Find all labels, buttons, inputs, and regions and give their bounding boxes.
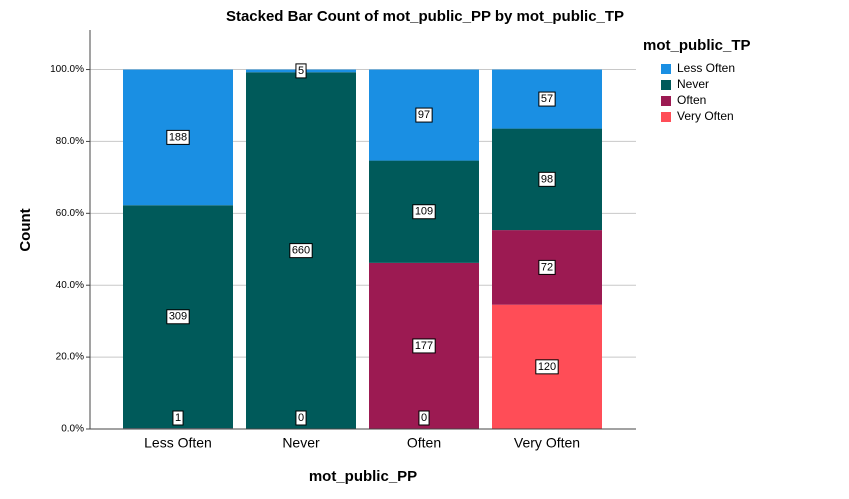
data-label: 0 [418,410,430,426]
data-label-text: 57 [541,93,553,105]
data-label-box [295,410,307,426]
chart-title: Stacked Bar Count of mot_public_PP by mo… [226,8,624,25]
data-label: 120 [535,359,559,375]
legend-swatch [661,64,671,74]
data-label-box [412,338,436,354]
legend-swatch [661,96,671,106]
data-label-text: 98 [541,173,553,185]
data-label-box [166,309,190,325]
data-label-text: 5 [298,65,304,77]
data-label-box [412,204,436,220]
data-label-box [538,171,556,187]
data-label-box [538,91,556,107]
data-label-box [289,243,313,259]
data-label: 1 [172,410,184,426]
data-label: 72 [538,259,556,275]
legend-swatch [661,80,671,90]
y-axis-label: Count [17,208,34,251]
data-label: 5 [295,63,307,79]
legend-label: Less Often [677,61,735,75]
data-label: 309 [166,309,190,325]
x-axis-label: mot_public_PP [309,468,417,485]
data-label-box [418,410,430,426]
data-label: 188 [166,129,190,145]
data-label-text: 309 [169,311,187,323]
x-tick-label: Very Often [514,435,580,451]
data-label: 98 [538,171,556,187]
y-tick-label: 80.0% [56,136,84,147]
y-tick-label: 0.0% [61,424,84,435]
data-label: 177 [412,338,436,354]
data-label-box [172,410,184,426]
data-label-box [538,259,556,275]
legend-label: Very Often [677,109,734,123]
y-tick-label: 60.0% [56,208,84,219]
data-label-box [166,129,190,145]
legend-label: Often [677,93,706,107]
y-tick-label: 20.0% [56,352,84,363]
data-label-text: 120 [538,361,556,373]
data-label: 57 [538,91,556,107]
x-tick-label: Less Often [144,435,212,451]
data-label: 0 [295,410,307,426]
data-label-text: 660 [292,245,310,257]
data-label-text: 97 [418,109,430,121]
data-label-text: 188 [169,131,187,143]
legend-label: Never [677,77,709,91]
data-label-box [415,107,433,123]
y-tick-label: 40.0% [56,280,84,291]
data-label-text: 72 [541,261,553,273]
legend-title: mot_public_TP [643,37,751,54]
data-label-text: 177 [415,340,433,352]
x-tick-label: Often [407,435,441,451]
data-label-box [295,63,307,79]
y-tick-label: 100.0% [50,64,84,75]
legend-swatch [661,112,671,122]
x-tick-label: Never [282,435,320,451]
data-label: 97 [415,107,433,123]
data-label-text: 1 [175,412,181,424]
data-label-text: 0 [298,412,304,424]
data-label-box [535,359,559,375]
data-label: 109 [412,204,436,220]
data-label-text: 0 [421,412,427,424]
data-label-text: 109 [415,206,433,218]
data-label: 660 [289,243,313,259]
